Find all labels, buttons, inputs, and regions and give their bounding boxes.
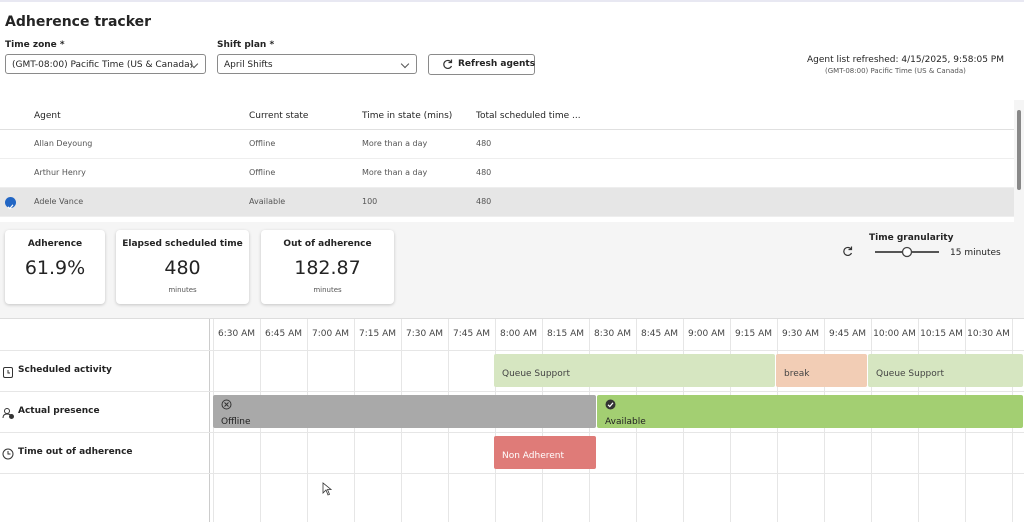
state-icon [605,399,616,413]
column-header[interactable]: Current state [249,111,309,121]
top-bar [0,0,1024,2]
time-label: 7:00 AM [312,329,349,339]
table-row[interactable]: Adele Vance Available 100 480 [0,188,1014,217]
time-label: 8:30 AM [594,329,631,339]
refresh-timezone: (GMT-08:00) Pacific Time (US & Canada) [825,67,966,75]
shift-plan-dropdown[interactable]: April Shifts [217,54,417,74]
metric-label: Adherence [27,239,83,249]
metric-value: 480 [164,257,201,279]
time-label: 10:30 AM [967,329,1010,339]
timeline: 6:30 AM 6:45 AM 7:00 AM 7:15 AM 7:30 AM 7:45 … [0,318,1024,522]
table-cell: Offline [249,139,276,148]
metric-label: Out of adherence [283,239,372,249]
selected-check [5,197,16,210]
agent-table: Agent Current state Time in state (mins) To… [0,100,1014,217]
block-label: Offline [221,417,251,427]
metric-card: Adherence 61.9% [5,230,105,304]
block-label: Queue Support [876,369,945,379]
time-zone-label: Time zone * [5,40,65,50]
time-label: 7:30 AM [406,329,443,339]
table-cell: Arthur Henry [34,168,86,177]
header-divider [0,129,1014,130]
table-row[interactable]: Allan Deyoung Offline More than a day 480 [0,130,1014,159]
page-title: Adherence tracker [5,14,152,30]
row-label: Time out of adherence [18,447,133,457]
table-cell: Offline [249,168,276,177]
activity-block[interactable]: Non Adherent [494,436,596,469]
time-zone-dropdown[interactable]: (GMT-08:00) Pacific Time (US & Canada) [5,54,206,74]
column-header[interactable]: Agent [34,111,61,121]
column-header[interactable]: Total scheduled time ... [476,111,581,121]
activity-block[interactable]: break [776,354,867,387]
time-label: 10:15 AM [920,329,963,339]
activity-block[interactable]: Queue Support [494,354,775,387]
time-label: 9:45 AM [829,329,866,339]
granularity-value: 15 minutes [950,248,1001,258]
metric-card-content: Adherence 61.9% [5,239,105,279]
table-cell: 100 [362,197,378,206]
table-cell: 480 [476,168,492,177]
time-label: 7:45 AM [453,329,490,339]
metric-unit: minutes [313,286,342,294]
refresh-info: Agent list refreshed: 4/15/2025, 9:58:05… [807,55,1004,65]
activity-block[interactable]: Available [597,395,1023,428]
table-cell: Adele Vance [34,197,84,206]
row-label: Actual presence [18,406,100,416]
time-label: 8:45 AM [641,329,678,339]
refresh-button[interactable]: Refresh agents [428,54,535,75]
granularity-reset-icon[interactable] [842,246,853,257]
time-label: 7:15 AM [359,329,396,339]
time-label: 6:45 AM [265,329,302,339]
row-divider [0,473,1024,474]
table-row[interactable]: Arthur Henry Offline More than a day 480 [0,159,1014,188]
label-divider [209,319,210,522]
metric-card: Elapsed scheduled time 480 minutes [116,230,249,304]
time-label: 10:00 AM [873,329,916,339]
row-icon [2,446,15,465]
table-cell: More than a day [362,139,428,148]
refresh-icon [443,59,453,70]
metric-card-content: Out of adherence 182.87 minutes [261,239,394,294]
metric-unit: minutes [168,286,197,294]
block-label: Available [605,417,646,427]
row-divider [0,350,1024,351]
time-label: 9:15 AM [735,329,772,339]
scrollbar [1014,100,1024,224]
row-icon [2,405,15,424]
table-cell: Allan Deyoung [34,139,93,148]
time-label: 9:30 AM [782,329,819,339]
metric-card: Out of adherence 182.87 minutes [261,230,394,304]
block-label: Non Adherent [502,451,565,461]
table-cell: 480 [476,139,492,148]
time-label: 9:00 AM [688,329,725,339]
time-label: 8:00 AM [500,329,537,339]
block-label: Queue Support [502,369,571,379]
table-cell: Available [249,197,286,206]
metric-card-content: Elapsed scheduled time 480 minutes [116,239,249,294]
table-cell: 480 [476,197,492,206]
metric-label: Elapsed scheduled time [122,239,243,249]
state-icon [221,399,232,413]
row-divider [0,432,1024,433]
scrollbar-thumb[interactable] [1017,110,1021,190]
metric-value: 61.9% [24,257,86,279]
time-label: 8:15 AM [547,329,584,339]
table-cell: More than a day [362,168,428,177]
mouse-cursor [322,482,332,496]
row-divider [0,391,1024,392]
column-header[interactable]: Time in state (mins) [362,111,453,121]
activity-block[interactable]: Queue Support [868,354,1023,387]
granularity-label: Time granularity [869,233,954,243]
shift-plan-label: Shift plan * [217,40,275,50]
refresh-button-label: Refresh agents [458,59,536,69]
activity-block[interactable]: Offline [213,395,596,428]
metric-value: 182.87 [294,257,361,279]
time-label: 6:30 AM [218,329,255,339]
row-icon [2,364,15,383]
granularity-slider[interactable] [873,246,943,258]
row-label: Scheduled activity [18,365,112,375]
block-label: break [784,369,810,379]
